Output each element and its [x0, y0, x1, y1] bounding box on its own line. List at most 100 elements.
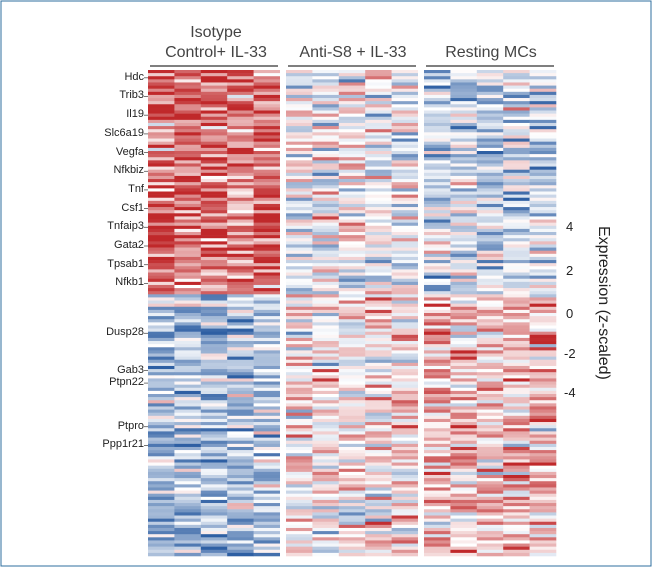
- heatmap-cell: [253, 378, 281, 382]
- heatmap-cell: [312, 456, 340, 460]
- heatmap-cell: [312, 175, 340, 180]
- heatmap-cell: [286, 138, 313, 142]
- heatmap-cell: [148, 540, 175, 544]
- heatmap-cell: [286, 210, 313, 214]
- heatmap-cell: [148, 232, 175, 236]
- heatmap-cell: [148, 381, 175, 385]
- heatmap-cell: [391, 543, 419, 547]
- heatmap-cell: [338, 499, 366, 504]
- heatmap-cell: [338, 353, 366, 357]
- heatmap-cell: [365, 210, 392, 214]
- heatmap-cell: [286, 412, 313, 417]
- heatmap-cell: [450, 334, 478, 339]
- heatmap-cell: [338, 503, 366, 507]
- heatmap-cell: [200, 384, 228, 389]
- heatmap-cell: [476, 387, 504, 392]
- heatmap-cell: [312, 113, 340, 118]
- heatmap-cell: [503, 207, 530, 211]
- heatmap-cell: [424, 194, 451, 199]
- heatmap-cell: [365, 272, 392, 276]
- heatmap-cell: [338, 443, 366, 448]
- heatmap-cell: [227, 138, 254, 142]
- heatmap-cell: [365, 347, 392, 351]
- heatmap-cell: [391, 135, 419, 139]
- heatmap-cell: [312, 534, 340, 538]
- heatmap-cell: [312, 506, 340, 510]
- heatmap-cell: [365, 101, 392, 105]
- heatmap-cell: [253, 172, 281, 177]
- heatmap-cell: [529, 179, 557, 183]
- heatmap-cell: [365, 493, 392, 498]
- heatmap-cell: [148, 297, 175, 301]
- heatmap-cell: [174, 225, 202, 230]
- heatmap-cell: [174, 418, 202, 423]
- heatmap-cell: [312, 76, 340, 80]
- heatmap-cell: [253, 85, 281, 89]
- heatmap-cell: [529, 154, 557, 158]
- heatmap-cell: [286, 88, 313, 93]
- heatmap-cell: [476, 216, 504, 220]
- heatmap-cell: [312, 70, 340, 74]
- heatmap-cell: [286, 341, 313, 345]
- heatmap-cell: [174, 509, 202, 513]
- heatmap-cell: [365, 518, 392, 523]
- heatmap-cell: [227, 141, 254, 146]
- heatmap-cell: [227, 384, 254, 389]
- heatmap-cell: [200, 141, 228, 146]
- heatmap-cell: [424, 316, 451, 320]
- heatmap-cell: [450, 294, 478, 298]
- heatmap-cell: [503, 210, 530, 214]
- heatmap-cell: [338, 116, 366, 121]
- heatmap-cell: [450, 169, 478, 174]
- heatmap-cell: [200, 70, 228, 74]
- heatmap-cell: [338, 172, 366, 177]
- heatmap-cell: [424, 222, 451, 227]
- heatmap-cell: [253, 188, 281, 192]
- heatmap-cell: [174, 493, 202, 498]
- heatmap-cell: [286, 306, 313, 311]
- heatmap-cell: [312, 269, 340, 273]
- heatmap-cell: [529, 356, 557, 361]
- heatmap-cell: [286, 537, 313, 541]
- heatmap-cell: [174, 82, 202, 86]
- heatmap-cell: [529, 73, 557, 77]
- heatmap-cell: [286, 490, 313, 494]
- heatmap-cell: [503, 313, 530, 317]
- heatmap-cell: [200, 322, 228, 326]
- heatmap-cell: [200, 172, 228, 177]
- heatmap-cell: [391, 512, 419, 516]
- heatmap-cell: [529, 213, 557, 217]
- heatmap-cell: [148, 313, 175, 317]
- heatmap-cell: [529, 394, 557, 398]
- heatmap-cell: [365, 537, 392, 541]
- heatmap-cell: [476, 334, 504, 339]
- heatmap-cell: [503, 303, 530, 308]
- heatmap-cell: [424, 540, 451, 544]
- heatmap-cell: [227, 203, 254, 208]
- heatmap-cell: [391, 169, 419, 174]
- heatmap-cell: [391, 496, 419, 501]
- heatmap-cell: [227, 537, 254, 541]
- heatmap-cell: [227, 297, 254, 301]
- heatmap-cell: [174, 222, 202, 227]
- heatmap-cell: [365, 462, 392, 466]
- heatmap-cell: [174, 549, 202, 554]
- heatmap-cell: [174, 91, 202, 96]
- heatmap-cell: [450, 397, 478, 401]
- heatmap-cell: [476, 552, 504, 557]
- heatmap-cell: [253, 191, 281, 195]
- heatmap-cell: [338, 166, 366, 170]
- heatmap-cell: [424, 200, 451, 205]
- heatmap-cell: [503, 462, 530, 466]
- heatmap-cell: [253, 213, 281, 217]
- heatmap-cell: [174, 182, 202, 186]
- heatmap-cell: [424, 241, 451, 245]
- heatmap-cell: [365, 116, 392, 121]
- heatmap-cell: [227, 309, 254, 314]
- heatmap-cell: [503, 194, 530, 199]
- heatmap-cell: [476, 281, 504, 286]
- heatmap-cell: [253, 400, 281, 404]
- heatmap-cell: [450, 378, 478, 382]
- heatmap-cell: [450, 157, 478, 161]
- heatmap-cell: [338, 440, 366, 445]
